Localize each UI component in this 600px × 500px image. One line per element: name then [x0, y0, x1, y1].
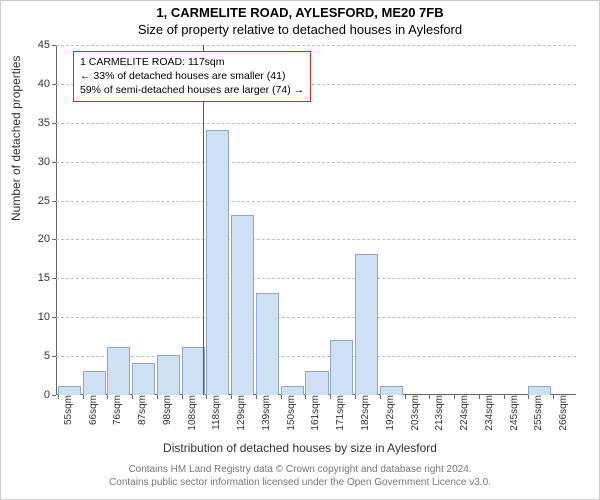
grid-line: [56, 356, 576, 357]
histogram-bar: [58, 386, 81, 395]
histogram-bar: [83, 371, 106, 395]
x-tick-label: 213sqm: [432, 395, 445, 431]
histogram-bar: [355, 254, 378, 395]
x-tick-label: 266sqm: [556, 395, 569, 431]
x-tick-mark: [305, 395, 306, 399]
y-tick-label: 30: [38, 156, 56, 168]
x-tick-mark: [380, 395, 381, 399]
x-tick-mark: [479, 395, 480, 399]
grid-line: [56, 239, 576, 240]
x-tick-mark: [231, 395, 232, 399]
x-tick-mark: [107, 395, 108, 399]
histogram-bar: [305, 371, 328, 395]
chart-title-line1: 1, CARMELITE ROAD, AYLESFORD, ME20 7FB: [1, 5, 599, 20]
x-tick-label: 87sqm: [135, 395, 148, 425]
footer-line2: Contains public sector information licen…: [1, 476, 599, 489]
y-axis-line: [56, 45, 57, 395]
x-tick-label: 182sqm: [358, 395, 371, 431]
histogram-bar: [528, 386, 551, 395]
histogram-bar: [107, 347, 130, 395]
x-tick-label: 171sqm: [333, 395, 346, 431]
histogram-bar: [231, 215, 254, 395]
chart-title-line2: Size of property relative to detached ho…: [1, 22, 599, 37]
x-tick-label: 108sqm: [185, 395, 198, 431]
grid-line: [56, 317, 576, 318]
callout-line: 59% of semi-detached houses are larger (…: [80, 83, 304, 97]
y-tick-label: 5: [44, 350, 56, 362]
y-axis-label: Number of detached properties: [9, 56, 23, 221]
x-tick-label: 55sqm: [61, 395, 74, 425]
footer-line1: Contains HM Land Registry data © Crown c…: [1, 463, 599, 476]
histogram-bar: [330, 340, 353, 395]
grid-line: [56, 123, 576, 124]
y-tick-label: 15: [38, 272, 56, 284]
x-tick-label: 66sqm: [86, 395, 99, 425]
y-tick-label: 45: [38, 39, 56, 51]
x-tick-mark: [206, 395, 207, 399]
x-tick-label: 129sqm: [234, 395, 247, 431]
x-tick-mark: [157, 395, 158, 399]
grid-line: [56, 45, 576, 46]
callout-line: ← 33% of detached houses are smaller (41…: [80, 69, 304, 83]
x-tick-label: 161sqm: [308, 395, 321, 431]
x-tick-label: 98sqm: [160, 395, 173, 425]
x-tick-label: 192sqm: [383, 395, 396, 431]
chart-container: 1, CARMELITE ROAD, AYLESFORD, ME20 7FB S…: [0, 0, 600, 500]
y-tick-label: 0: [44, 389, 56, 401]
x-tick-mark: [528, 395, 529, 399]
grid-line: [56, 162, 576, 163]
x-tick-label: 203sqm: [408, 395, 421, 431]
x-tick-label: 255sqm: [531, 395, 544, 431]
x-tick-mark: [182, 395, 183, 399]
x-tick-mark: [83, 395, 84, 399]
histogram-bar: [206, 130, 229, 395]
attribution-footer: Contains HM Land Registry data © Crown c…: [1, 463, 599, 489]
y-tick-label: 10: [38, 311, 56, 323]
x-tick-mark: [504, 395, 505, 399]
x-tick-label: 76sqm: [110, 395, 123, 425]
histogram-bar: [157, 355, 180, 395]
x-tick-mark: [355, 395, 356, 399]
x-tick-mark: [281, 395, 282, 399]
x-tick-mark: [553, 395, 554, 399]
x-tick-label: 139sqm: [259, 395, 272, 431]
y-tick-label: 20: [38, 233, 56, 245]
histogram-bar: [256, 293, 279, 395]
y-tick-label: 35: [38, 117, 56, 129]
x-tick-label: 150sqm: [284, 395, 297, 431]
histogram-bar: [182, 347, 205, 395]
grid-line: [56, 201, 576, 202]
x-tick-label: 234sqm: [482, 395, 495, 431]
x-tick-label: 118sqm: [209, 395, 222, 430]
grid-line: [56, 278, 576, 279]
x-tick-mark: [132, 395, 133, 399]
reference-callout: 1 CARMELITE ROAD: 117sqm← 33% of detache…: [73, 51, 311, 102]
x-tick-mark: [330, 395, 331, 399]
x-tick-mark: [405, 395, 406, 399]
histogram-bar: [281, 386, 304, 395]
x-axis-label: Distribution of detached houses by size …: [1, 441, 599, 455]
histogram-bar: [380, 386, 403, 395]
x-tick-label: 224sqm: [457, 395, 470, 431]
y-tick-label: 25: [38, 195, 56, 207]
x-tick-mark: [256, 395, 257, 399]
y-tick-label: 40: [38, 78, 56, 90]
callout-line: 1 CARMELITE ROAD: 117sqm: [80, 55, 304, 69]
histogram-bar: [132, 363, 155, 395]
x-tick-mark: [429, 395, 430, 399]
x-tick-mark: [58, 395, 59, 399]
x-tick-label: 245sqm: [507, 395, 520, 431]
x-tick-mark: [454, 395, 455, 399]
plot-area: 05101520253035404555sqm66sqm76sqm87sqm98…: [56, 45, 576, 395]
